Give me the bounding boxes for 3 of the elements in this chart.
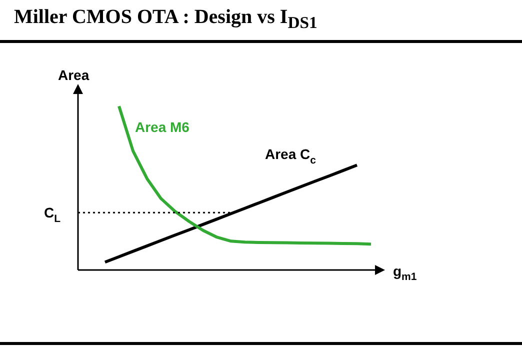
chart-title: Miller CMOS OTA : Design vs I$_{DS1}$ [14,6,318,33]
y-axis-title: Area [58,67,90,83]
series-label: Area M6 [135,119,190,136]
